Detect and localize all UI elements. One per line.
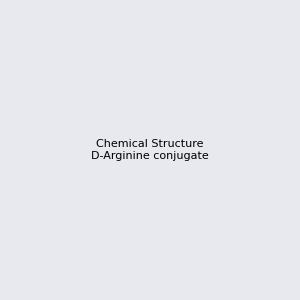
Text: Chemical Structure
D-Arginine conjugate: Chemical Structure D-Arginine conjugate: [91, 139, 209, 161]
